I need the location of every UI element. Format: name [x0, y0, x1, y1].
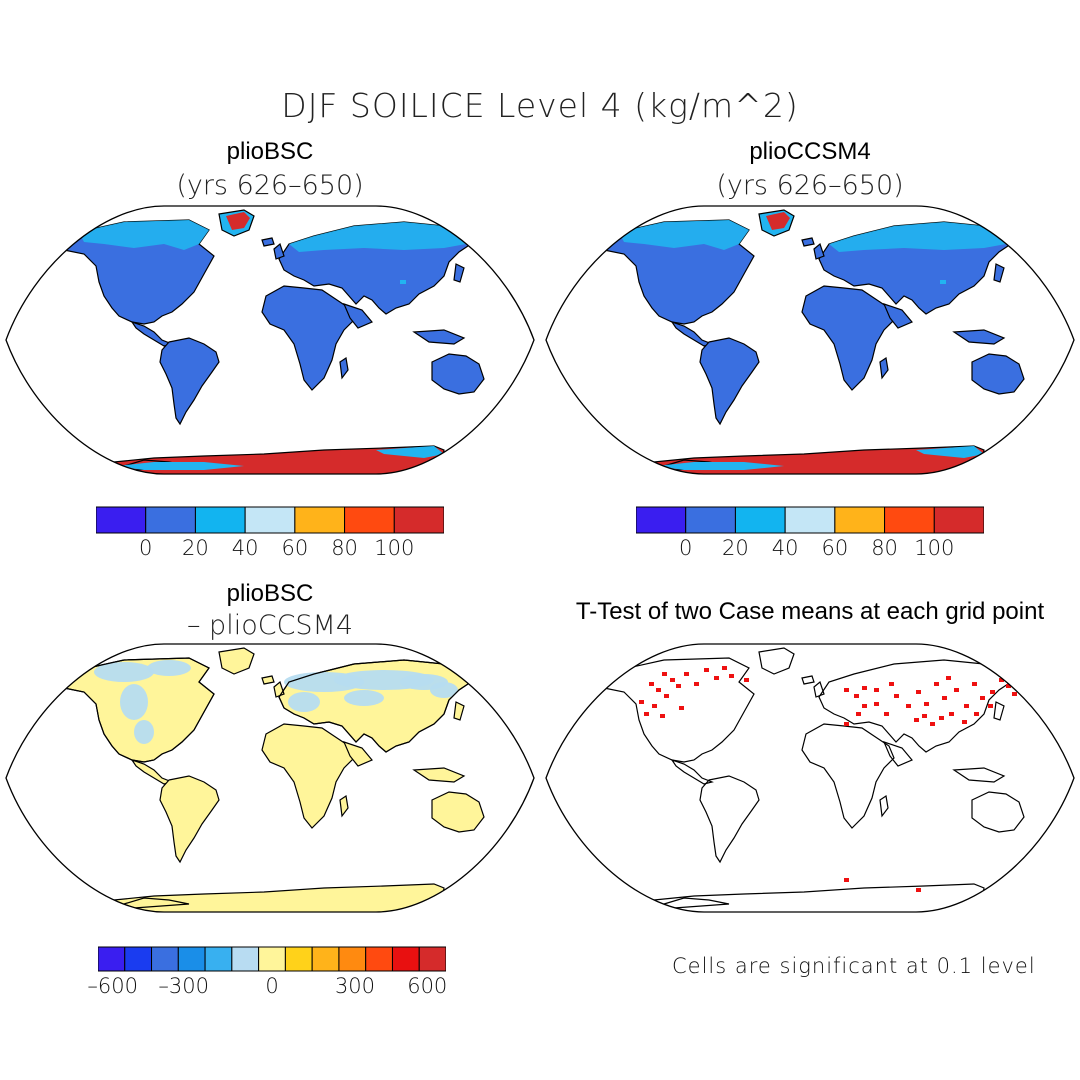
colorbar-tick-label: 40	[231, 536, 259, 560]
panel2-title: plioCCSM4	[749, 138, 871, 165]
colorbar-absolute-2	[636, 506, 984, 534]
colorbar-difference	[98, 946, 446, 972]
colorbar-swatch	[685, 506, 736, 534]
colorbar-tick-label: 0	[679, 536, 693, 560]
colorbar-tick-label: 40	[771, 536, 799, 560]
colorbar-swatch	[194, 506, 246, 534]
colorbar-swatch	[151, 946, 179, 972]
colorbar-tick-label: 20	[722, 536, 749, 560]
colorbar-tick-label: 300	[334, 974, 376, 998]
figure-title: DJF SOILICE Level 4 (kg/m^2)	[281, 86, 799, 125]
panel1-title: plioBSC	[226, 138, 314, 165]
colorbar-swatch	[391, 946, 420, 972]
map-difference	[5, 643, 535, 913]
colorbar-swatch	[204, 946, 233, 972]
colorbar-tick-label: 80	[871, 536, 898, 560]
colorbar-swatch	[258, 946, 286, 972]
colorbar-swatch	[177, 946, 206, 972]
colorbar-swatch	[294, 506, 346, 534]
significance-footnote: Cells are significant at 0.1 level	[672, 954, 1036, 978]
colorbar-tick-label: 20	[182, 536, 209, 560]
colorbar-absolute-1	[96, 506, 444, 534]
panel1-subtitle: (yrs 626–650)	[176, 170, 364, 201]
colorbar-swatch	[145, 506, 196, 534]
colorbar-swatch	[933, 506, 984, 534]
colorbar-swatch	[418, 946, 446, 972]
colorbar-swatch	[124, 946, 153, 972]
panel3-title: plioBSC	[226, 580, 314, 607]
colorbar-tick-label: 0	[265, 974, 279, 998]
colorbar-tick-label: –600	[87, 974, 139, 998]
colorbar-tick-label: 60	[281, 536, 309, 560]
panel2-subtitle: (yrs 626–650)	[716, 170, 904, 201]
colorbar-swatch	[284, 946, 313, 972]
colorbar-swatch	[834, 506, 886, 534]
colorbar-tick-label: –300	[158, 974, 209, 998]
colorbar-swatch	[393, 506, 444, 534]
colorbar-tick-label: 0	[139, 536, 153, 560]
colorbar-tick-label: 100	[914, 536, 955, 560]
colorbar-swatch	[244, 506, 296, 534]
colorbar-tick-label: 80	[331, 536, 358, 560]
colorbar-swatch	[365, 946, 393, 972]
panel4-title: T-Test of two Case means at each grid po…	[575, 598, 1045, 625]
colorbar-swatch	[884, 506, 935, 534]
colorbar-swatch	[784, 506, 836, 534]
colorbar-tick-label: 60	[821, 536, 849, 560]
colorbar-tick-label: 100	[374, 536, 415, 560]
colorbar-swatch	[636, 506, 687, 534]
colorbar-swatch	[734, 506, 786, 534]
map-plioBSC	[5, 205, 535, 475]
colorbar-swatch	[231, 946, 260, 972]
map-ttest	[545, 643, 1075, 913]
colorbar-swatch	[98, 946, 126, 972]
colorbar-swatch	[338, 946, 367, 972]
panel3-subtitle: – plioCCSM4	[186, 610, 354, 641]
map-plioCCSM4	[545, 205, 1075, 475]
colorbar-tick-label: 600	[407, 974, 448, 998]
colorbar-swatch	[311, 946, 340, 972]
colorbar-swatch	[96, 506, 147, 534]
colorbar-swatch	[344, 506, 395, 534]
